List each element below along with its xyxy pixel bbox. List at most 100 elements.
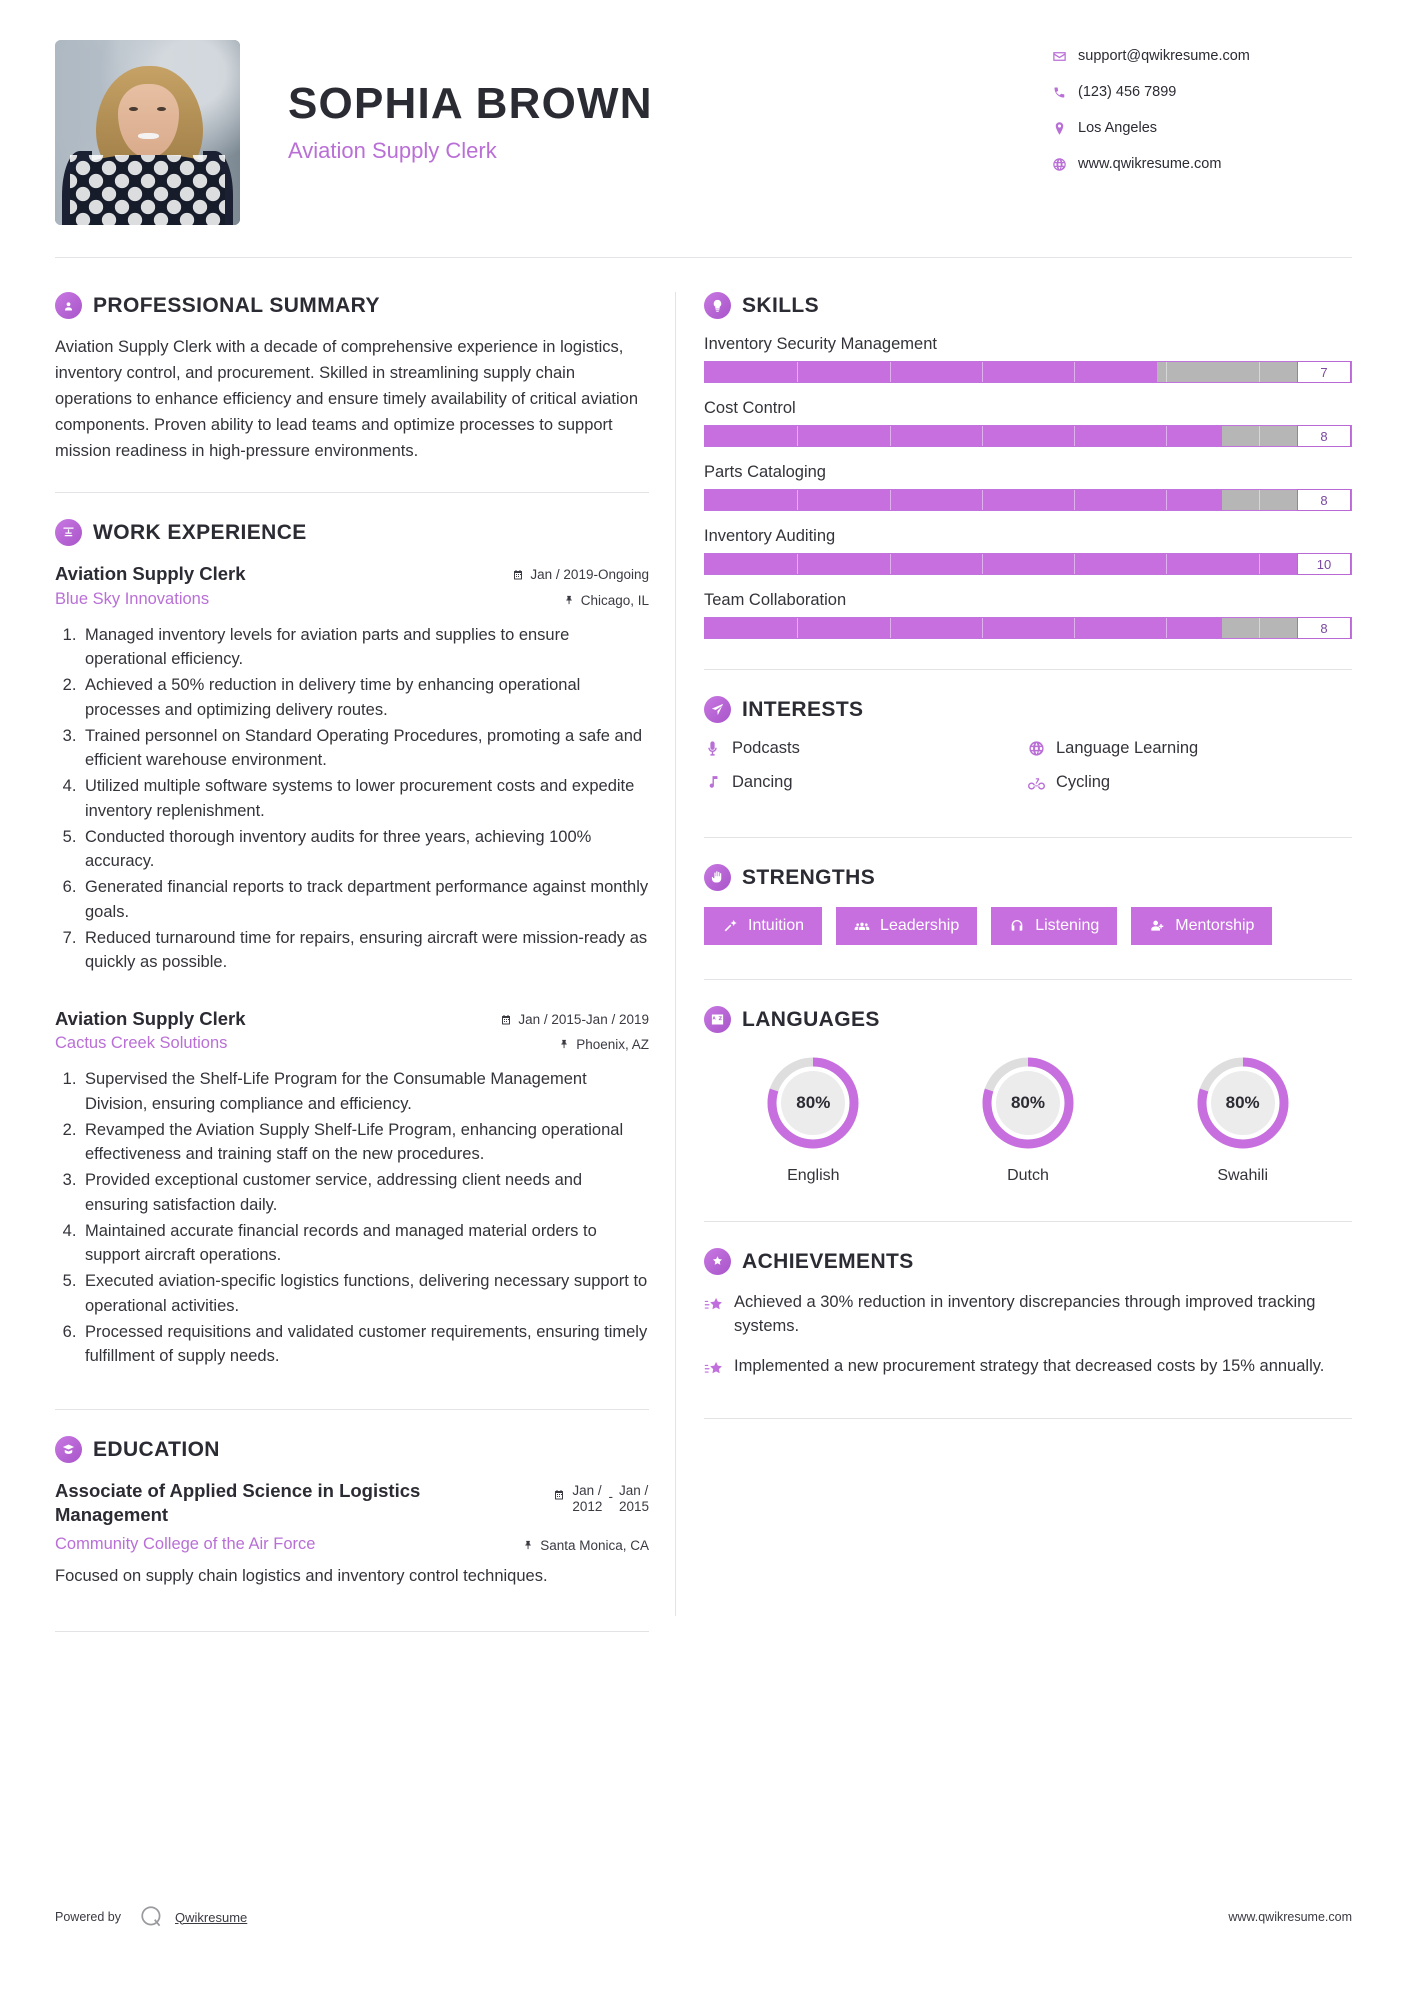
calendar-icon — [502, 1014, 511, 1025]
interest-label: Podcasts — [732, 739, 800, 757]
contact-location[interactable]: Los Angeles — [1052, 120, 1352, 136]
skill-bar-segment — [1074, 618, 1076, 638]
job-title: Aviation Supply Clerk — [55, 563, 246, 585]
contact-list: support@qwikresume.com (123) 456 7899 Lo… — [1052, 40, 1352, 192]
skill-bar-segment — [1258, 362, 1260, 382]
section-work-experience: WORK EXPERIENCE Aviation Supply Clerk Ja… — [55, 519, 649, 1369]
strength-tag: Listening — [991, 907, 1118, 945]
resume-header: SOPHIA BROWN Aviation Supply Clerk suppo… — [55, 40, 1352, 225]
job-location: Phoenix, AZ — [559, 1034, 649, 1052]
calendar-icon — [555, 1490, 564, 1500]
list-item: Trained personnel on Standard Operating … — [81, 724, 649, 774]
school-name: Community College of the Air Force — [55, 1535, 316, 1554]
section-divider — [704, 1221, 1352, 1222]
strength-label: Leadership — [880, 917, 960, 934]
contact-website-text: www.qwikresume.com — [1078, 156, 1222, 172]
job-bullets: Supervised the Shelf-Life Program for th… — [81, 1067, 649, 1369]
pushpin-icon — [561, 1040, 567, 1049]
contact-website[interactable]: www.qwikresume.com — [1052, 156, 1352, 172]
section-professional-summary: PROFESSIONAL SUMMARY Aviation Supply Cle… — [55, 292, 649, 464]
job-dates: Jan / 2019-Ongoing — [512, 562, 649, 582]
globe-icon — [1029, 741, 1044, 756]
end-month: Jan / — [618, 1483, 649, 1499]
section-title: SKILLS — [742, 293, 820, 317]
bicycle-icon — [1028, 777, 1045, 790]
skill-bar: 8 — [704, 489, 1352, 511]
shooting-star-icon — [704, 1355, 734, 1384]
education-location: Santa Monica, CA — [523, 1535, 649, 1553]
skill-item: Inventory Security Management 7 — [704, 335, 1352, 383]
skill-bar-segment — [797, 554, 799, 574]
header-divider — [55, 257, 1352, 258]
music-note-icon — [709, 776, 718, 788]
achievement-text: Achieved a 30% reduction in inventory di… — [734, 1293, 1316, 1335]
footer: Powered by Qwikresume www.qwikresume.com — [55, 1904, 1352, 1930]
section-divider — [704, 979, 1352, 980]
start-year: 2012 — [572, 1499, 603, 1515]
magic-wand-icon — [724, 920, 737, 932]
skill-label: Inventory Auditing — [704, 527, 836, 545]
language-label: Swahili — [1217, 1167, 1268, 1184]
list-item: Processed requisitions and validated cus… — [81, 1320, 649, 1370]
page-title: SOPHIA BROWN — [288, 79, 653, 128]
donut-inner: 80% — [1210, 1071, 1275, 1135]
skill-score: 8 — [1297, 617, 1351, 639]
donut-inner: 80% — [781, 1071, 846, 1135]
skill-bar-segment — [889, 362, 891, 382]
skills-list: Inventory Security Management 7 Cost Contr… — [704, 335, 1352, 639]
date-dash: - — [608, 1489, 613, 1505]
brand-link[interactable]: Qwikresume — [175, 1909, 248, 1925]
pushpin-icon — [565, 595, 572, 604]
skill-bar-segment — [981, 426, 983, 446]
list-item: Revamped the Aviation Supply Shelf-Life … — [81, 1118, 649, 1168]
section-divider — [55, 492, 649, 494]
skill-item: Team Collaboration 8 — [704, 591, 1352, 639]
skill-bar-segment — [889, 426, 891, 446]
skill-score: 7 — [1297, 361, 1351, 383]
list-item: Reduced turnaround time for repairs, ens… — [81, 926, 649, 976]
section-strengths: STRENGTHS Intuition Leadership Listening — [704, 864, 1352, 945]
language-label: English — [787, 1167, 840, 1184]
job-title: Aviation Supply Clerk — [55, 1008, 246, 1030]
strength-tag: Leadership — [836, 907, 978, 945]
skill-score: 10 — [1297, 553, 1351, 575]
job-dates: Jan / 2015-Jan / 2019 — [500, 1007, 649, 1027]
skill-bar-fill — [705, 426, 1222, 446]
section-title: INTERESTS — [742, 697, 864, 721]
list-item: Utilized multiple software systems to lo… — [81, 774, 649, 824]
interest-item: Language Learning — [1028, 739, 1352, 758]
education-end-date: Jan / 2015 — [619, 1483, 649, 1515]
skill-item: Cost Control 8 — [704, 399, 1352, 447]
section-title: ACHIEVEMENTS — [742, 1249, 914, 1273]
language-donut-chart: 80% — [980, 1055, 1076, 1151]
skill-bar: 8 — [704, 425, 1352, 447]
contact-phone[interactable]: (123) 456 7899 — [1052, 84, 1352, 100]
column-divider — [675, 292, 676, 1617]
section-skills: SKILLS Inventory Security Management 7 Cos… — [704, 292, 1352, 639]
section-education: EDUCATION Associate of Applied Science i… — [55, 1436, 649, 1589]
section-title: EDUCATION — [93, 1437, 220, 1461]
end-year: 2015 — [618, 1499, 649, 1515]
job-company: Cactus Creek Solutions — [55, 1034, 228, 1053]
job-dates-text: Jan / 2015-Jan / 2019 — [518, 1012, 649, 1028]
contact-email[interactable]: support@qwikresume.com — [1052, 48, 1352, 64]
education-dates: Jan / 2012 - Jan / 2015 — [553, 1479, 649, 1515]
list-item: Maintained accurate financial records an… — [81, 1219, 649, 1269]
skill-bar-segment — [1074, 490, 1076, 510]
phone-icon — [1052, 85, 1078, 100]
skill-label: Parts Cataloging — [704, 463, 826, 481]
list-item: Executed aviation-specific logistics fun… — [81, 1269, 649, 1319]
skill-bar-segment — [1166, 554, 1168, 574]
start-month: Jan / — [572, 1483, 602, 1499]
language-item: 80% Dutch — [921, 1055, 1136, 1185]
job-dates-text: Jan / 2019-Ongoing — [530, 567, 649, 583]
skill-bar-segment — [981, 490, 983, 510]
skill-label: Cost Control — [704, 399, 796, 417]
skill-bar-segment — [1166, 490, 1168, 510]
language-label: Dutch — [1007, 1167, 1049, 1184]
job-location: Chicago, IL — [564, 590, 649, 608]
list-item: Supervised the Shelf-Life Program for th… — [81, 1067, 649, 1117]
achievement-item: Implemented a new procurement strategy t… — [704, 1355, 1352, 1384]
skill-bar-segment — [1166, 426, 1168, 446]
